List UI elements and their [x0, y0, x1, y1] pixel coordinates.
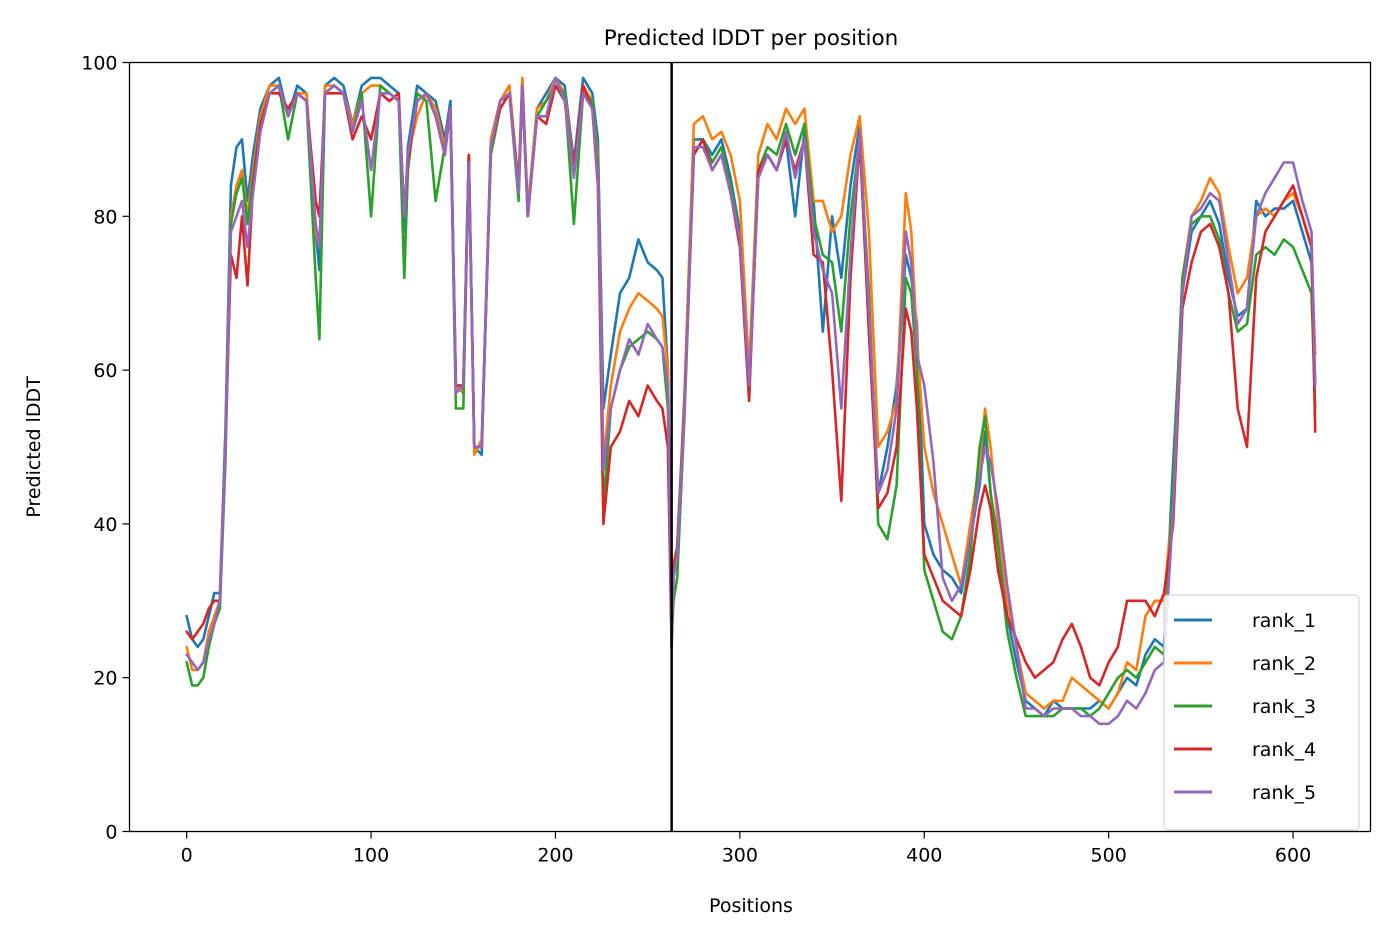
y-axis: 0 20 40 60 80 100 — [81, 53, 130, 844]
series-lines — [185, 76, 1317, 726]
legend-label: rank_3 — [1252, 696, 1316, 718]
y-tick-label: 60 — [93, 360, 117, 382]
plot-frame — [128, 61, 1372, 833]
legend-label: rank_4 — [1252, 739, 1316, 761]
y-tick-label: 100 — [81, 53, 117, 75]
y-tick-label: 20 — [93, 668, 117, 690]
x-axis: 0 100 200 300 400 500 600 — [181, 831, 1311, 867]
y-tick-label: 80 — [93, 206, 117, 228]
x-axis-label: Positions — [709, 895, 793, 917]
y-axis-label: Predicted lDDT — [23, 376, 45, 518]
x-tick-label: 400 — [906, 845, 942, 867]
x-tick-label: 600 — [1275, 845, 1311, 867]
legend-box — [1163, 594, 1360, 831]
y-tick-label: 0 — [105, 822, 117, 844]
x-tick-label: 0 — [181, 845, 193, 867]
x-tick-label: 300 — [722, 845, 758, 867]
x-tick-label: 500 — [1091, 845, 1127, 867]
legend-label: rank_2 — [1252, 653, 1316, 675]
x-tick-label: 200 — [537, 845, 573, 867]
series-line-rank_5 — [185, 76, 1317, 726]
x-tick-label: 100 — [353, 845, 389, 867]
chart-title: Predicted lDDT per position — [604, 26, 899, 51]
y-tick-label: 40 — [93, 514, 117, 536]
legend-label: rank_5 — [1252, 782, 1316, 804]
legend-label: rank_1 — [1252, 610, 1316, 632]
legend: rank_1 rank_2 rank_3 rank_4 rank_5 — [1163, 594, 1360, 831]
